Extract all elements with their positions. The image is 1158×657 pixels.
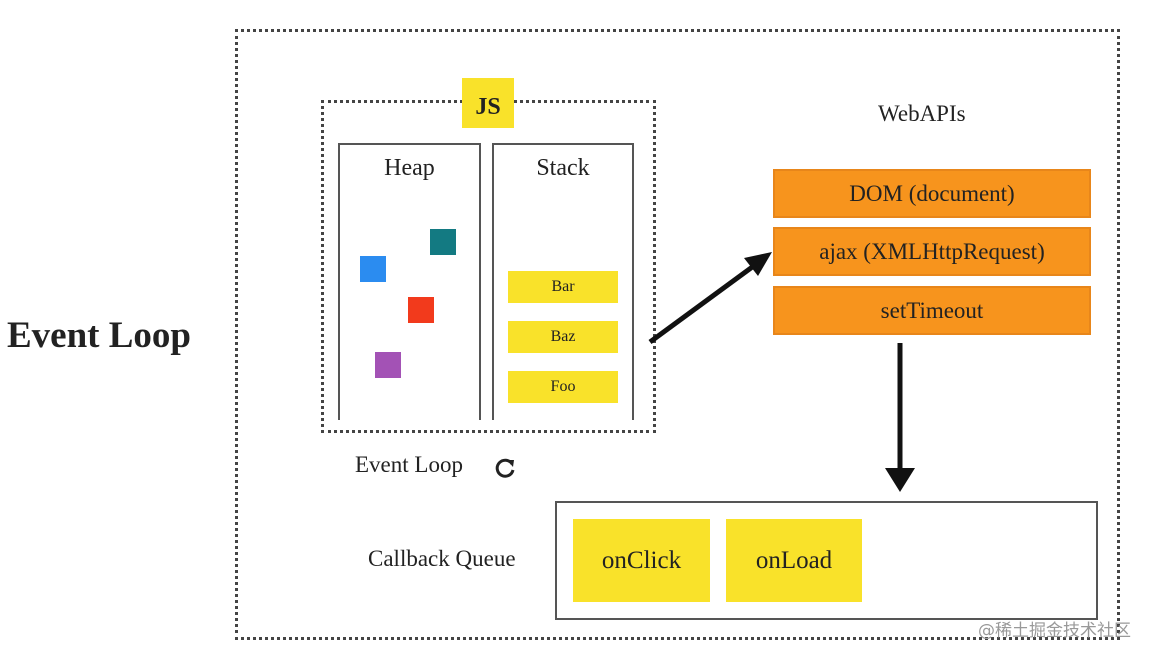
- stack-label: Stack: [536, 155, 590, 181]
- heap-box: Heap: [338, 143, 481, 420]
- arrow-stack-to-webapis-icon: [648, 252, 772, 345]
- heap-label: Heap: [384, 155, 435, 181]
- watermark: @稀土掘金技术社区: [978, 621, 1131, 641]
- stack-frame: Bar: [508, 271, 618, 303]
- main-title: Event Loop: [7, 315, 192, 356]
- event-loop-label: Event Loop: [355, 452, 463, 477]
- callback-onclick: onClick: [573, 519, 710, 602]
- callback-queue-label: Callback Queue: [368, 546, 516, 571]
- callback-queue-box: [555, 501, 1098, 620]
- stack-frame: Baz: [508, 321, 618, 353]
- heap-object: [375, 352, 401, 378]
- heap-object: [430, 229, 456, 255]
- webapi-ajax: ajax (XMLHttpRequest): [773, 227, 1091, 276]
- heap-object: [360, 256, 386, 282]
- webapi-dom: DOM (document): [773, 169, 1091, 218]
- stack-frame: Foo: [508, 371, 618, 403]
- refresh-icon: [495, 458, 515, 478]
- callback-onload: onLoad: [726, 519, 862, 602]
- arrow-webapis-to-queue-icon: [885, 343, 915, 492]
- js-badge: JS: [462, 78, 514, 128]
- webapis-label: WebAPIs: [878, 101, 966, 126]
- heap-object: [408, 297, 434, 323]
- webapi-settimeout: setTimeout: [773, 286, 1091, 335]
- stack-box: Stack: [492, 143, 634, 420]
- outer-runtime-box: [235, 29, 1120, 640]
